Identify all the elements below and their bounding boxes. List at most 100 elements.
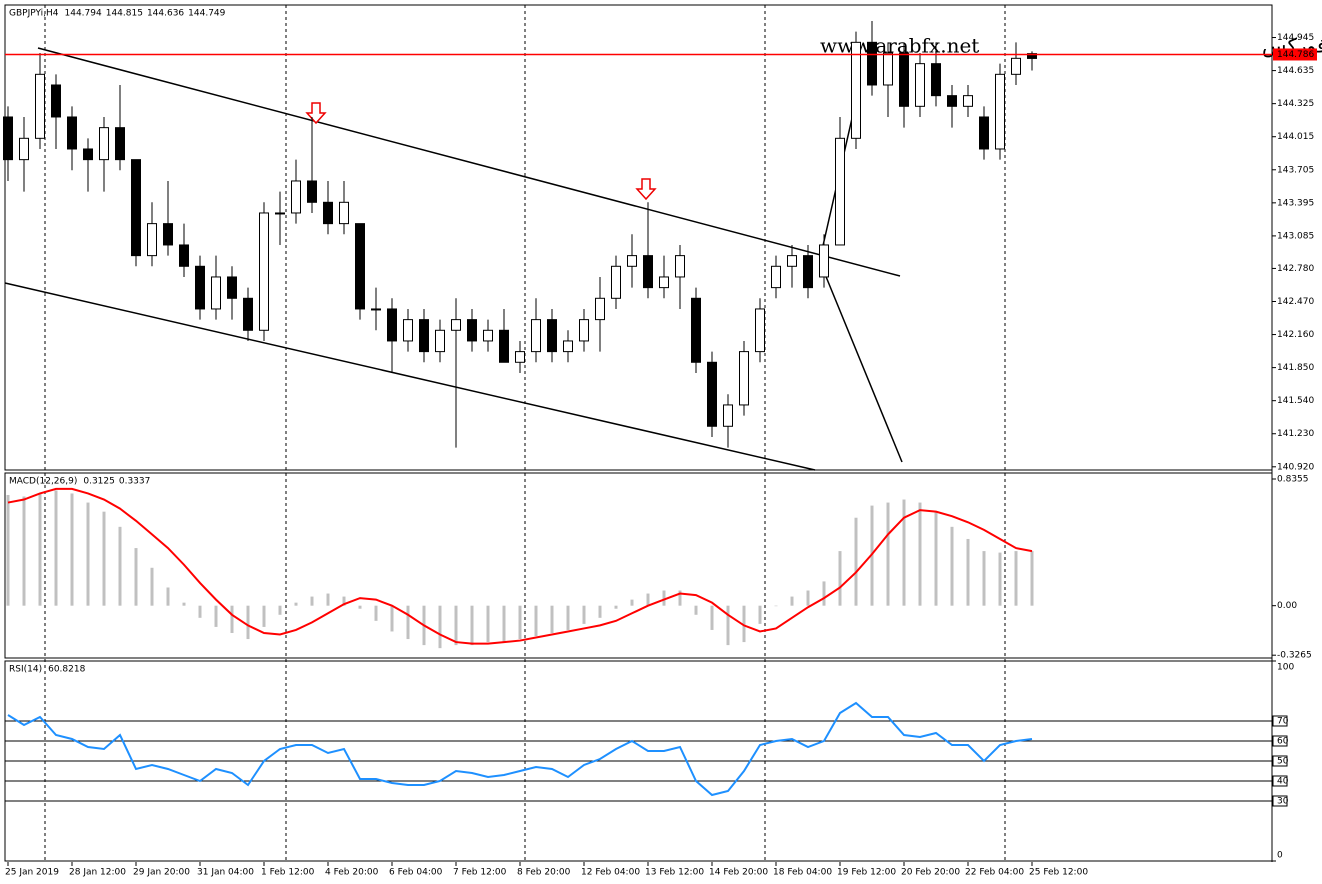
panel-title: GBPJPYi,H4 <box>9 9 59 19</box>
macd-bar <box>278 605 282 615</box>
candle-body <box>691 297 701 363</box>
macd-bar <box>310 596 314 606</box>
candle-body <box>195 265 205 310</box>
candle-body <box>243 297 253 331</box>
x-tick-label: 29 Jan 20:00 <box>133 868 190 878</box>
candle-body <box>179 244 189 267</box>
x-tick-label: 7 Feb 12:00 <box>453 868 507 878</box>
macd-bar <box>838 551 842 606</box>
candle-body <box>339 201 349 225</box>
level-label: 60 <box>1277 737 1289 747</box>
x-tick-label: 4 Feb 20:00 <box>325 868 379 878</box>
level-box <box>1272 775 1288 787</box>
macd-bar <box>598 605 602 618</box>
y-tick-label: 144.325 <box>1277 99 1314 109</box>
macd-bar <box>998 552 1002 606</box>
y-tick-label: 144.015 <box>1277 132 1314 142</box>
candle-body <box>979 116 989 150</box>
macd-bar <box>438 605 442 649</box>
macd-bar <box>6 494 10 606</box>
macd-bar <box>374 605 378 621</box>
level-label: 70 <box>1277 717 1289 727</box>
x-tick-label: 19 Feb 12:00 <box>837 868 896 878</box>
macd-bar <box>582 605 586 624</box>
candle-body <box>35 73 45 139</box>
y-tick-label: 141.850 <box>1277 363 1314 373</box>
x-tick-label: 28 Jan 12:00 <box>69 868 126 878</box>
candle-body <box>915 63 925 107</box>
macd-bar <box>662 590 666 606</box>
x-tick-label: 6 Feb 04:00 <box>389 868 443 878</box>
y-tick-label: 0 <box>1277 851 1283 861</box>
macd-bar <box>870 505 874 606</box>
macd-bar <box>182 602 186 606</box>
macd-bar <box>502 605 506 643</box>
candle-body <box>595 297 605 321</box>
y-tick-label: 140.920 <box>1277 462 1314 472</box>
macd-bar <box>934 511 938 606</box>
x-tick-label: 1 Feb 12:00 <box>261 868 315 878</box>
current-price-label: 144.786 <box>1277 50 1314 60</box>
vertical-separators <box>44 5 1006 862</box>
header-value: 144.815 <box>106 9 143 19</box>
y-tick-label: -0.3265 <box>1277 651 1312 661</box>
candle-body <box>579 319 589 342</box>
x-tick-label: 20 Feb 20:00 <box>901 868 960 878</box>
candle-body <box>547 319 557 353</box>
macd-bar <box>326 593 330 606</box>
macd-bar <box>902 499 906 606</box>
macd-bar <box>86 502 90 606</box>
macd-bar <box>118 526 122 606</box>
macd-bar <box>534 605 538 637</box>
candle-body <box>723 404 733 427</box>
candle-body <box>275 212 285 215</box>
y-tick-label: 141.230 <box>1277 429 1314 439</box>
candle-body <box>627 255 637 267</box>
candle-body <box>387 308 397 342</box>
x-tick-label: 22 Feb 04:00 <box>965 868 1024 878</box>
candle-body <box>771 265 781 289</box>
x-tick-label: 14 Feb 20:00 <box>709 868 768 878</box>
candle-body <box>115 127 125 161</box>
y-tick-label: 142.780 <box>1277 264 1314 274</box>
header-value: 0.3125 <box>83 477 115 487</box>
candle-body <box>483 329 493 342</box>
level-label: 30 <box>1277 797 1289 807</box>
candle-body <box>83 148 93 161</box>
macd-bar <box>614 605 618 609</box>
macd-bar <box>710 605 714 630</box>
macd-bar <box>918 502 922 606</box>
macd-bar <box>38 493 42 606</box>
macd-bar <box>966 538 970 606</box>
candle-body <box>355 223 365 310</box>
macd-bar <box>518 605 522 640</box>
macd-bar <box>166 587 170 606</box>
macd-bar <box>790 596 794 606</box>
candle-body <box>995 73 1005 150</box>
candle-body <box>371 308 381 311</box>
macd-bar <box>198 605 202 618</box>
x-tick-label: 13 Feb 12:00 <box>645 868 704 878</box>
candle-body <box>739 351 749 406</box>
macd-bar <box>390 605 394 632</box>
candle-body <box>323 201 333 225</box>
header-value: 60.8218 <box>48 665 85 675</box>
macd-bar <box>982 551 986 606</box>
macd-bar <box>470 605 474 646</box>
y-tick-label: 0.00 <box>1277 601 1297 611</box>
candle-body <box>899 52 909 107</box>
macd-bar <box>454 605 458 646</box>
macd-bar <box>678 590 682 606</box>
candle-body <box>515 351 525 363</box>
candle-body <box>755 308 765 353</box>
x-tick-label: 18 Feb 04:00 <box>773 868 832 878</box>
candle-body <box>67 116 77 150</box>
candle-body <box>611 265 621 299</box>
level-label: 40 <box>1277 777 1289 787</box>
header-value: 144.794 <box>65 9 102 19</box>
macd-bar <box>486 605 490 643</box>
candle-body <box>291 180 301 214</box>
candle-body <box>963 95 973 107</box>
y-tick-label: 144.635 <box>1277 66 1314 76</box>
macd-bar <box>774 605 778 607</box>
